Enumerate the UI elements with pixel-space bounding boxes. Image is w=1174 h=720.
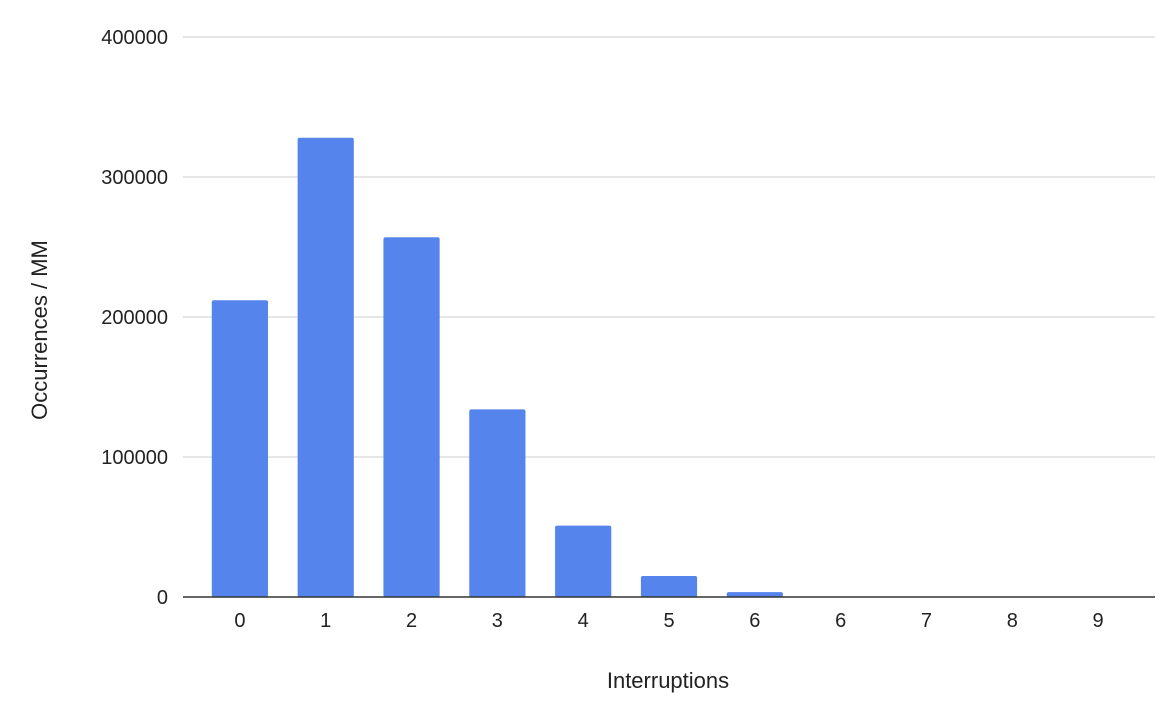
y-axis-title: Occurrences / MM xyxy=(27,240,52,420)
y-tick-label: 100000 xyxy=(101,447,168,469)
y-axis-tick-labels: 0 100000 200000 300000 400000 xyxy=(101,27,168,609)
x-axis-title: Interruptions xyxy=(607,668,729,693)
x-tick-label: 3 xyxy=(492,610,503,632)
x-tick-label: 6 xyxy=(749,610,760,632)
x-tick-label: 1 xyxy=(320,610,331,632)
x-tick-label: 8 xyxy=(1007,610,1018,632)
x-tick-label: 5 xyxy=(663,610,674,632)
y-tick-label: 400000 xyxy=(101,27,168,49)
bars xyxy=(211,137,783,598)
x-tick-label: 2 xyxy=(406,610,417,632)
x-axis-tick-labels: 0 1 2 3 4 5 6 6 7 8 9 xyxy=(234,610,1103,632)
bar xyxy=(640,576,698,597)
x-tick-label: 9 xyxy=(1093,610,1104,632)
bar xyxy=(211,300,269,597)
x-tick-label: 4 xyxy=(578,610,589,632)
y-tick-label: 300000 xyxy=(101,167,168,189)
bar xyxy=(469,409,526,597)
x-tick-label: 7 xyxy=(921,610,932,632)
x-tick-label: 6 xyxy=(835,610,846,632)
x-tick-label: 0 xyxy=(234,610,245,632)
y-tick-label: 0 xyxy=(157,587,168,609)
bar xyxy=(297,137,354,598)
bar xyxy=(726,592,783,597)
bar xyxy=(555,525,612,597)
y-tick-label: 200000 xyxy=(101,307,168,329)
bar xyxy=(383,237,440,597)
